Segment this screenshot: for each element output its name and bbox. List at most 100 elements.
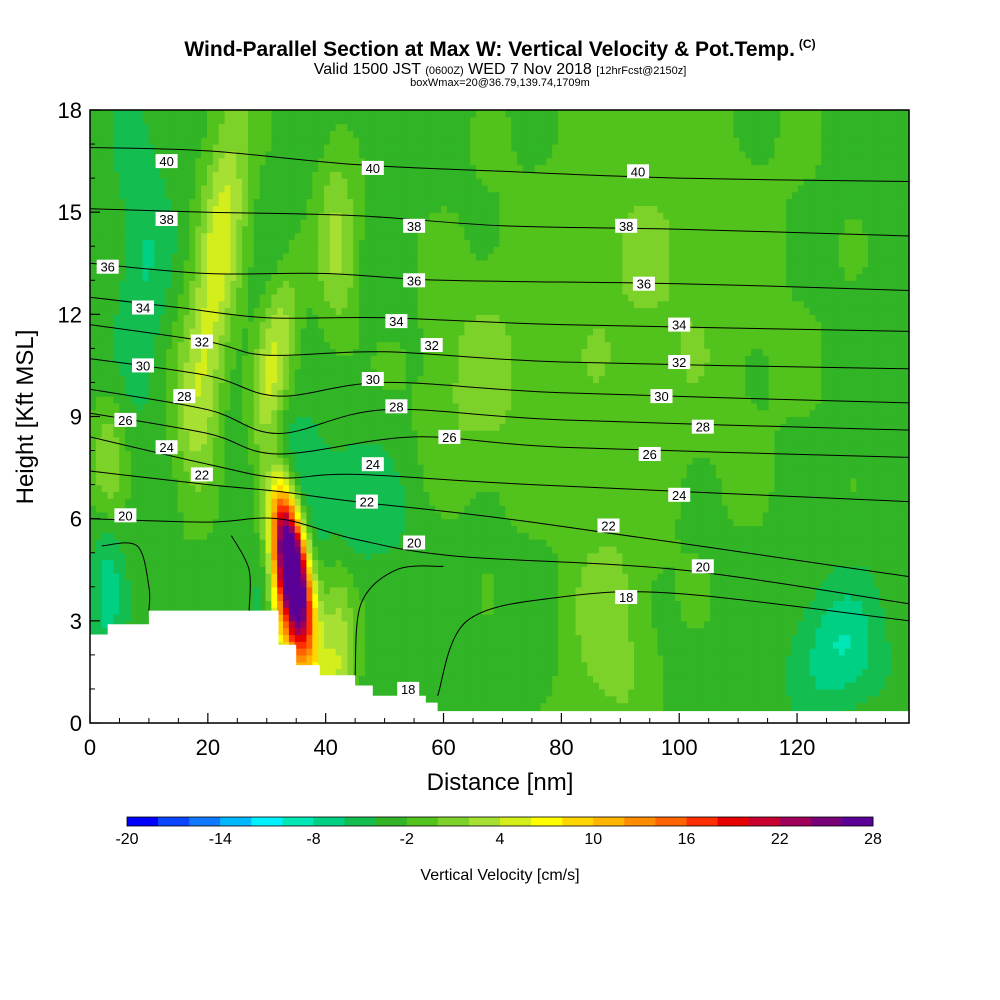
velocity-cell bbox=[288, 539, 296, 547]
velocity-cell bbox=[347, 137, 354, 145]
velocity-cell bbox=[230, 362, 237, 370]
velocity-cell bbox=[359, 607, 366, 615]
velocity-cell bbox=[113, 518, 120, 527]
velocity-cell bbox=[166, 184, 173, 193]
velocity-cell bbox=[119, 389, 126, 397]
velocity-cell bbox=[212, 300, 220, 309]
velocity-cell bbox=[90, 552, 97, 561]
velocity-cell bbox=[400, 327, 407, 336]
velocity-cell bbox=[177, 205, 185, 213]
velocity-cell bbox=[119, 287, 126, 295]
velocity-cell bbox=[107, 225, 114, 234]
velocity-cell bbox=[242, 423, 249, 431]
velocity-cell bbox=[359, 423, 366, 431]
velocity-cell bbox=[90, 232, 97, 241]
velocity-cell bbox=[382, 627, 389, 636]
velocity-cell bbox=[230, 300, 237, 309]
velocity-cell bbox=[142, 348, 150, 356]
velocity-cell bbox=[236, 505, 243, 513]
velocity-cell bbox=[405, 137, 413, 145]
velocity-cell bbox=[166, 423, 173, 431]
velocity-cell bbox=[388, 191, 395, 200]
velocity-cell bbox=[306, 225, 313, 234]
velocity-cell bbox=[236, 116, 243, 125]
velocity-cell bbox=[294, 307, 302, 315]
velocity-cell bbox=[353, 457, 360, 465]
velocity-cell bbox=[195, 280, 202, 288]
velocity-cell bbox=[171, 287, 179, 295]
velocity-cell bbox=[277, 239, 284, 247]
velocity-cell bbox=[242, 375, 249, 384]
velocity-cell bbox=[376, 266, 384, 275]
velocity-cell bbox=[324, 273, 331, 281]
velocity-cell bbox=[312, 362, 319, 370]
velocity-cell bbox=[335, 436, 343, 445]
velocity-cell bbox=[376, 137, 384, 145]
velocity-cell bbox=[388, 253, 395, 261]
velocity-cell bbox=[288, 110, 296, 118]
velocity-cell bbox=[242, 436, 249, 445]
velocity-cell bbox=[370, 648, 378, 656]
velocity-cell bbox=[113, 280, 120, 288]
velocity-cell bbox=[183, 382, 191, 390]
velocity-cell bbox=[119, 178, 126, 186]
velocity-cell bbox=[312, 253, 319, 261]
velocity-cell bbox=[90, 573, 97, 581]
velocity-cell bbox=[171, 164, 179, 172]
velocity-cell bbox=[382, 293, 389, 302]
velocity-cell bbox=[306, 477, 313, 486]
velocity-cell bbox=[107, 477, 114, 486]
velocity-cell bbox=[212, 116, 220, 125]
velocity-cell bbox=[177, 430, 185, 438]
velocity-cell bbox=[341, 300, 348, 309]
velocity-cell bbox=[376, 123, 384, 132]
velocity-cell bbox=[277, 382, 284, 390]
velocity-cell bbox=[265, 130, 272, 138]
velocity-cell bbox=[370, 266, 378, 275]
velocity-cell bbox=[300, 539, 308, 547]
velocity-cell bbox=[364, 266, 372, 275]
velocity-cell bbox=[306, 573, 313, 581]
velocity-cell bbox=[247, 184, 255, 193]
velocity-cell bbox=[382, 150, 389, 159]
velocity-cell bbox=[277, 259, 284, 268]
velocity-cell bbox=[212, 150, 220, 159]
velocity-cell bbox=[405, 641, 413, 649]
velocity-cell bbox=[148, 539, 155, 547]
velocity-cell bbox=[107, 559, 114, 567]
velocity-cell bbox=[329, 144, 337, 152]
velocity-cell bbox=[201, 579, 208, 588]
velocity-cell bbox=[230, 184, 237, 193]
velocity-cell bbox=[265, 389, 272, 397]
velocity-cell bbox=[242, 362, 249, 370]
velocity-cell bbox=[400, 586, 407, 595]
velocity-cell bbox=[95, 586, 103, 595]
velocity-cell bbox=[277, 402, 284, 411]
velocity-cell bbox=[388, 518, 395, 527]
velocity-cell bbox=[148, 402, 155, 411]
velocity-cell bbox=[107, 579, 114, 588]
velocity-cell bbox=[119, 593, 126, 601]
velocity-cell bbox=[101, 341, 109, 349]
velocity-cell bbox=[154, 184, 161, 193]
velocity-cell bbox=[265, 511, 272, 520]
velocity-cell bbox=[283, 436, 290, 445]
velocity-cell bbox=[171, 232, 179, 241]
velocity-cell bbox=[148, 464, 155, 472]
velocity-cell bbox=[364, 620, 372, 629]
velocity-cell bbox=[400, 300, 407, 309]
velocity-cell bbox=[207, 573, 214, 581]
velocity-cell bbox=[324, 627, 331, 636]
velocity-cell bbox=[166, 600, 173, 608]
velocity-cell bbox=[130, 573, 138, 581]
velocity-cell bbox=[183, 341, 191, 349]
velocity-cell bbox=[224, 518, 231, 527]
velocity-cell bbox=[136, 191, 144, 200]
velocity-cell bbox=[166, 375, 173, 384]
velocity-cell bbox=[166, 191, 173, 200]
velocity-cell bbox=[166, 430, 173, 438]
velocity-cell bbox=[405, 130, 413, 138]
velocity-cell bbox=[388, 648, 395, 656]
velocity-cell bbox=[95, 293, 103, 302]
velocity-cell bbox=[335, 607, 343, 615]
